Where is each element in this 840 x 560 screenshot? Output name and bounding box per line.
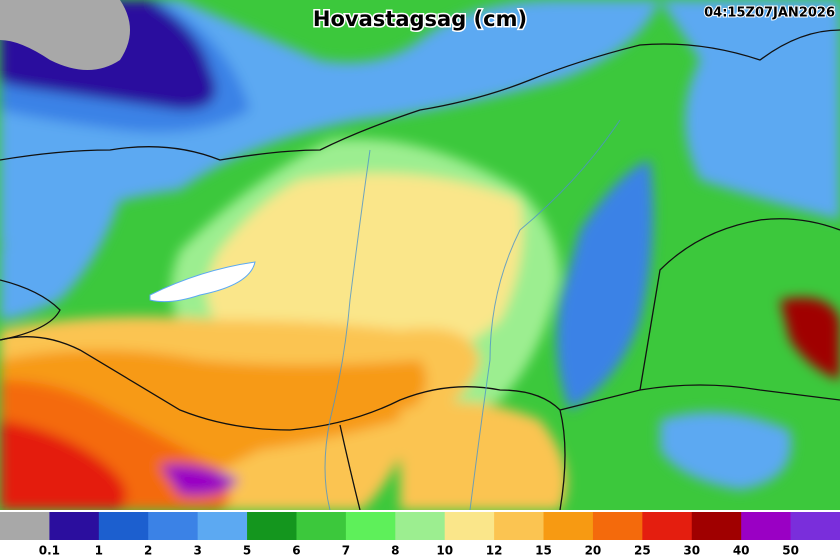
legend-label: 40 <box>733 544 750 558</box>
legend-swatch <box>98 512 149 540</box>
map-title: Hovastagsag (cm) <box>313 7 527 31</box>
legend-label: 6 <box>292 544 300 558</box>
borders <box>0 29 840 511</box>
legend-label: 50 <box>782 544 799 558</box>
legend-label: 2 <box>144 544 152 558</box>
timestamp: 04:15Z07JAN2026 <box>704 6 835 21</box>
legend-swatch <box>296 512 347 540</box>
legend-swatch <box>148 512 199 540</box>
map-field <box>0 0 840 510</box>
legend-label: 20 <box>585 544 602 558</box>
legend-label: 10 <box>436 544 453 558</box>
legend-swatch <box>197 512 248 540</box>
legend-swatch <box>444 512 495 540</box>
legend-label: 8 <box>391 544 399 558</box>
legend-label: 12 <box>486 544 503 558</box>
legend-swatch <box>691 512 742 540</box>
legend-swatch <box>0 512 50 540</box>
legend-label: 25 <box>634 544 651 558</box>
legend-swatch <box>741 512 792 540</box>
legend-label: 30 <box>683 544 700 558</box>
legend-swatch <box>790 512 840 540</box>
legend-label: 5 <box>243 544 251 558</box>
legend-swatch <box>395 512 446 540</box>
legend-swatch <box>345 512 396 540</box>
legend-swatch <box>543 512 594 540</box>
legend-swatch <box>592 512 643 540</box>
legend-swatch <box>247 512 297 540</box>
legend-label: 15 <box>535 544 552 558</box>
legend-label: 7 <box>342 544 350 558</box>
legend-swatch <box>49 512 100 540</box>
legend-swatch <box>494 512 545 540</box>
legend-swatch <box>642 512 693 540</box>
legend-label: 3 <box>193 544 201 558</box>
legend: 0.1 1 2 3 5 6 7 8 10 12 15 20 25 30 40 50 <box>0 512 840 558</box>
legend-label: 1 <box>95 544 103 558</box>
legend-label: 0.1 <box>39 544 60 558</box>
